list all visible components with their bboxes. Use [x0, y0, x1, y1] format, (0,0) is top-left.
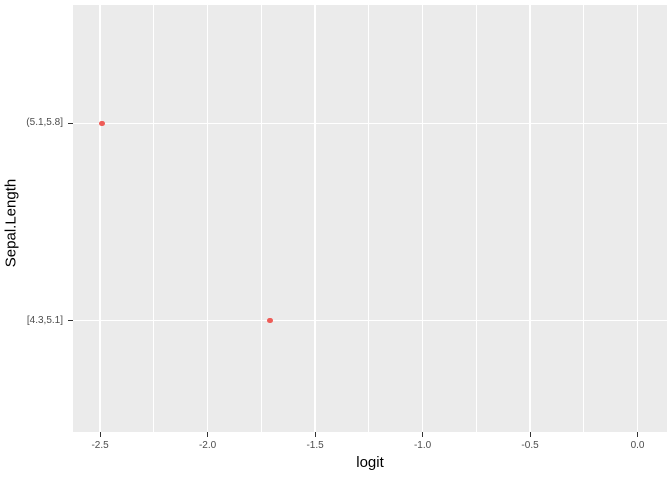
data-point	[99, 120, 105, 127]
x-tick-label: -2.0	[198, 440, 217, 451]
gridline-major-y	[73, 122, 667, 125]
gridline-major-x	[636, 5, 639, 432]
x-tick-label: -0.5	[521, 440, 539, 451]
gridline-major-x	[314, 5, 316, 432]
x-tick-label: -1.5	[306, 440, 324, 451]
gridline-major-y	[73, 319, 667, 322]
gridline-major-x	[421, 5, 424, 432]
x-tick-mark	[207, 432, 209, 437]
x-tick-label: -2.5	[91, 440, 109, 451]
gridline-major-x	[99, 5, 101, 432]
y-tick-mark	[68, 122, 73, 124]
plot-panel	[73, 5, 667, 432]
gridline-minor-x	[153, 5, 155, 432]
x-axis-title: logit	[356, 454, 384, 471]
x-tick-mark	[637, 432, 639, 437]
x-tick-mark	[422, 432, 424, 437]
gridline-minor-x	[475, 5, 477, 432]
data-point	[267, 317, 273, 324]
y-tick-mark	[68, 320, 73, 322]
gridline-major-x	[206, 5, 209, 432]
y-tick-label: (5.1,5.8]	[26, 117, 63, 129]
gridline-major-x	[529, 5, 531, 432]
x-tick-label: -1.0	[413, 440, 432, 451]
gridline-minor-x	[260, 5, 262, 432]
gridline-minor-x	[583, 5, 585, 432]
y-tick-label: [4.3,5.1]	[26, 314, 63, 326]
gridline-minor-x	[368, 5, 370, 432]
x-tick-mark	[529, 432, 531, 437]
x-tick-mark	[99, 432, 101, 437]
x-tick-mark	[314, 432, 316, 437]
x-tick-label: 0.0	[630, 440, 645, 451]
y-axis-title: Sepal.Length	[2, 178, 20, 268]
